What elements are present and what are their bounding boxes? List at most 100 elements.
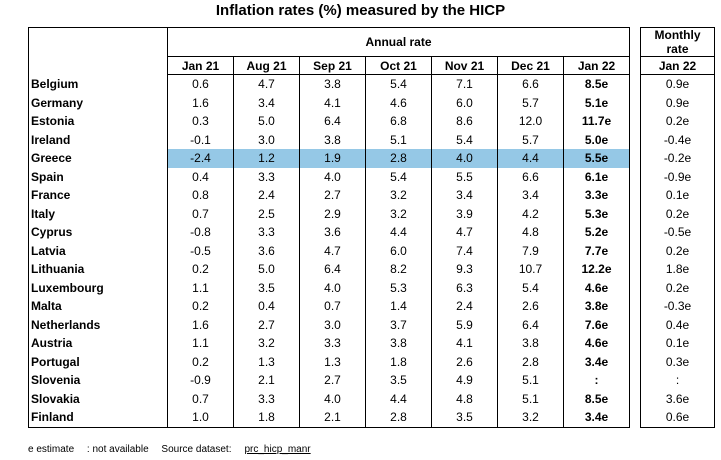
monthly-rate-cell: : — [640, 371, 715, 390]
annual-rate-cell: 0.4 — [167, 167, 234, 186]
country-name: Finland — [28, 408, 168, 428]
annual-rate-cell: 2.7 — [299, 371, 366, 390]
column-header-row: Jan 21 Aug 21 Sep 21 Oct 21 Nov 21 Dec 2… — [28, 56, 715, 75]
annual-rate-cell: 2.4 — [431, 297, 498, 316]
annual-rate-cell: 3.8 — [299, 74, 366, 94]
spacer-cell — [629, 241, 641, 260]
annual-rate-cell: 3.8e — [563, 297, 630, 316]
monthly-rate-cell: 0.1e — [640, 334, 715, 353]
source-label: Source dataset: — [161, 444, 232, 455]
annual-rate-cell: 5.3e — [563, 204, 630, 223]
annual-rate-cell: 2.5 — [233, 204, 300, 223]
annual-rate-cell: 1.4 — [365, 297, 432, 316]
spacer-cell — [629, 315, 641, 334]
monthly-rate-cell: 0.6e — [640, 408, 715, 428]
annual-rate-cell: 7.1 — [431, 74, 498, 94]
annual-rate-cell: 5.3 — [365, 278, 432, 297]
spacer-cell — [629, 223, 641, 242]
spacer-cell — [629, 408, 641, 427]
annual-rate-cell: 5.0 — [233, 260, 300, 279]
annual-rate-cell: 2.1 — [299, 408, 366, 428]
spacer-cell — [629, 334, 641, 353]
annual-rate-cell: 4.7 — [299, 241, 366, 260]
annual-rate-cell: 3.8 — [299, 130, 366, 149]
annual-rate-cell: 1.8 — [233, 408, 300, 428]
annual-rate-cell: 2.1 — [233, 371, 300, 390]
monthly-column-header: Jan 22 — [640, 56, 715, 75]
spacer-cell — [629, 130, 641, 149]
country-name: Germany — [28, 93, 168, 112]
annual-rate-cell: 5.1 — [497, 389, 564, 408]
column-header: Jan 21 — [167, 56, 234, 75]
country-name: Ireland — [28, 130, 168, 149]
annual-rate-cell: 5.9 — [431, 315, 498, 334]
table-row: Netherlands 1.6 2.7 3.0 3.7 5.9 6.4 7.6e 0.4e — [28, 315, 715, 334]
country-name: Latvia — [28, 241, 168, 260]
spacer-cell — [629, 27, 641, 57]
corner-cell-2 — [28, 56, 168, 75]
annual-rate-cell: -0.8 — [167, 223, 234, 242]
annual-rate-cell: 4.4 — [365, 223, 432, 242]
annual-rate-cell: 3.3 — [299, 334, 366, 353]
annual-rate-cell: 6.8 — [365, 112, 432, 131]
monthly-rate-cell: 0.3e — [640, 352, 715, 371]
monthly-rate-cell: 0.2e — [640, 278, 715, 297]
country-name: Cyprus — [28, 223, 168, 242]
spacer-cell — [629, 260, 641, 279]
monthly-header-line2: rate — [666, 42, 689, 56]
spacer-cell — [629, 56, 641, 75]
table-row: Portugal 0.2 1.3 1.3 1.8 2.6 2.8 3.4e 0.3e — [28, 352, 715, 371]
annual-rate-cell: 1.0 — [167, 408, 234, 428]
monthly-rate-cell: 0.1e — [640, 186, 715, 205]
group-header-row: Annual rate Monthly rate — [28, 27, 715, 57]
annual-rate-cell: -0.9 — [167, 371, 234, 390]
annual-rate-cell: 4.2 — [497, 204, 564, 223]
annual-rate-cell: -0.1 — [167, 130, 234, 149]
annual-rate-cell: 0.2 — [167, 297, 234, 316]
table-row: Lithuania 0.2 5.0 6.4 8.2 9.3 10.7 12.2e 1.8e — [28, 260, 715, 279]
annual-rate-cell: 8.6 — [431, 112, 498, 131]
annual-rate-cell: 2.7 — [299, 186, 366, 205]
monthly-rate-cell: -0.4e — [640, 130, 715, 149]
monthly-rate-cell: 0.9e — [640, 93, 715, 112]
annual-rate-cell: 6.3 — [431, 278, 498, 297]
annual-rate-cell: 4.6e — [563, 278, 630, 297]
table-row: Cyprus -0.8 3.3 3.6 4.4 4.7 4.8 5.2e -0.5e — [28, 223, 715, 242]
annual-rate-cell: 0.2 — [167, 352, 234, 371]
column-header: Oct 21 — [365, 56, 432, 75]
monthly-rate-cell: -0.3e — [640, 297, 715, 316]
annual-rate-cell: 4.0 — [299, 278, 366, 297]
annual-rate-cell: 3.7 — [365, 315, 432, 334]
annual-rate-cell: 3.2 — [365, 186, 432, 205]
monthly-rate-cell: 0.2e — [640, 112, 715, 131]
spacer-cell — [629, 149, 641, 168]
annual-rate-cell: : — [563, 371, 630, 390]
table-row: Malta 0.2 0.4 0.7 1.4 2.4 2.6 3.8e -0.3e — [28, 297, 715, 316]
annual-rate-cell: 5.0 — [233, 112, 300, 131]
annual-rate-cell: 4.4 — [497, 149, 564, 168]
annual-rate-cell: 1.3 — [233, 352, 300, 371]
annual-rate-cell: 4.7 — [431, 223, 498, 242]
annual-rate-cell: 3.6 — [233, 241, 300, 260]
annual-rate-cell: 5.0e — [563, 130, 630, 149]
monthly-rate-cell: 0.2e — [640, 241, 715, 260]
annual-rate-cell: 3.2 — [365, 204, 432, 223]
annual-rate-cell: 6.4 — [497, 315, 564, 334]
spacer-cell — [629, 167, 641, 186]
annual-rate-cell: 4.8 — [431, 389, 498, 408]
source-dataset-link[interactable]: prc_hicp_manr — [244, 444, 311, 455]
annual-rate-cell: 3.4e — [563, 352, 630, 371]
annual-rate-cell: 6.4 — [299, 112, 366, 131]
annual-rate-cell: 7.6e — [563, 315, 630, 334]
annual-rate-cell: 11.7e — [563, 112, 630, 131]
country-name: Malta — [28, 297, 168, 316]
annual-rate-cell: 4.0 — [299, 167, 366, 186]
estimate-note: e estimate — [28, 444, 75, 455]
monthly-rate-cell: 0.4e — [640, 315, 715, 334]
annual-rate-cell: 4.1 — [431, 334, 498, 353]
monthly-rate-cell: -0.9e — [640, 167, 715, 186]
country-name: Austria — [28, 334, 168, 353]
annual-rate-cell: 6.6 — [497, 167, 564, 186]
annual-rate-cell: 5.4 — [365, 74, 432, 94]
annual-rate-cell: 3.3 — [233, 389, 300, 408]
